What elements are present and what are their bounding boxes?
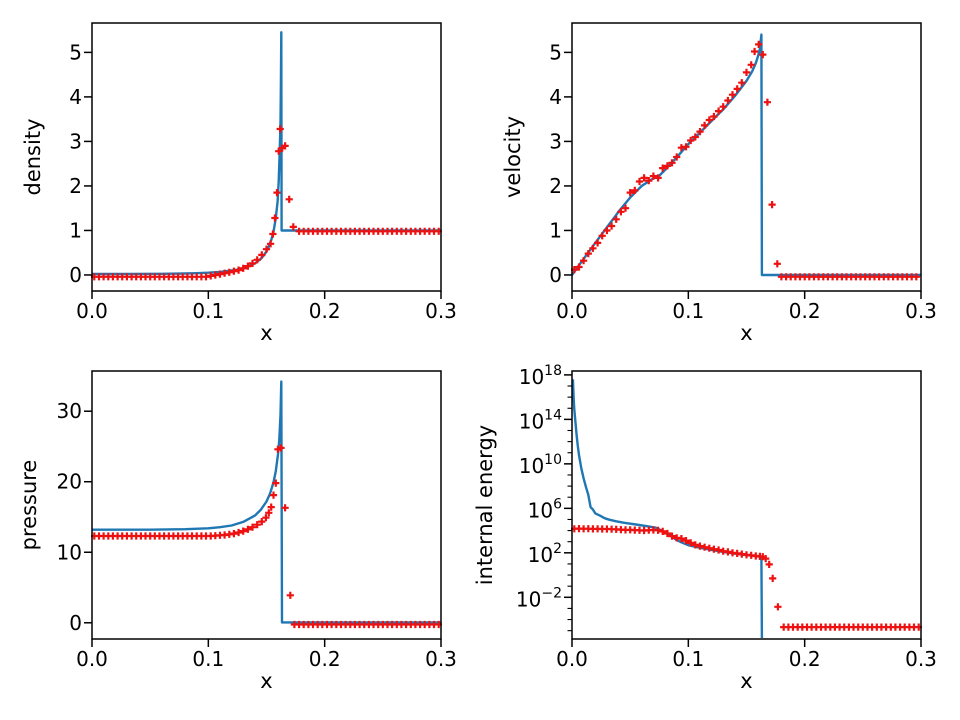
y-tick-label: 106 [528, 496, 562, 522]
x-axis-label: x [260, 669, 272, 693]
x-tick-label: 0.3 [905, 647, 937, 671]
x-tick-label: 0.0 [76, 647, 108, 671]
x-tick-label: 0.1 [672, 299, 704, 323]
panel-velocity: 0.0 0.1 0.2 0.3 0 1 2 3 4 5 x velocity [501, 22, 937, 345]
y-tick-label: 0 [69, 263, 82, 287]
internal-energy-analytic-line [571, 379, 764, 639]
x-tick-label: 0.1 [192, 647, 224, 671]
y-tick-label: 3 [69, 129, 82, 153]
velocity-analytic-line [571, 33, 921, 277]
y-tick-label: 1010 [519, 452, 562, 478]
y-tick-label: 0 [549, 263, 562, 287]
x-tick-label: 0.2 [309, 299, 341, 323]
velocity-simulation-markers [571, 40, 920, 281]
y-tick-label: 20 [57, 470, 82, 494]
x-tick-label: 0.2 [789, 647, 821, 671]
plot-box [91, 22, 442, 292]
y-tick-label: 10 [57, 540, 82, 564]
y-tick-label: 1 [549, 218, 562, 242]
plot-box [571, 370, 922, 640]
x-tick-label: 0.0 [556, 647, 588, 671]
panel-density: 0.0 0.1 0.2 0.3 0 1 2 3 4 5 x density [21, 22, 457, 345]
density-series-group [91, 31, 442, 281]
x-tick-label: 0.0 [556, 299, 588, 323]
pressure-analytic-line [92, 380, 441, 624]
pressure-series-group [91, 380, 442, 629]
y-tick-label: 5 [69, 40, 82, 64]
x-tick-label: 0.2 [309, 647, 341, 671]
y-axis-label: density [21, 119, 45, 196]
panel-pressure: 0.0 0.1 0.2 0.3 0 10 20 30 x pressure [17, 370, 457, 693]
x-tick-label: 0.3 [905, 299, 937, 323]
x-tick-label: 0.3 [425, 647, 457, 671]
y-tick-label: 1018 [519, 363, 562, 389]
y-tick-label: 4 [549, 85, 562, 109]
x-axis-label: x [260, 321, 272, 345]
y-tick-label: 2 [69, 174, 82, 198]
y-tick-label: 2 [549, 174, 562, 198]
internal-energy-plot: 0.0 0.1 0.2 0.3 10−2 102 106 1010 1014 1018 [516, 363, 937, 671]
plot-box [91, 370, 442, 640]
internal-energy-series-group [571, 379, 922, 639]
density-simulation-markers [91, 125, 442, 281]
y-tick-label: 4 [69, 85, 82, 109]
y-tick-label: 30 [57, 399, 82, 423]
x-axis-label: x [740, 669, 752, 693]
panel-internal-energy: 0.0 0.1 0.2 0.3 10−2 102 106 1010 1014 1018 x int… [473, 363, 937, 693]
velocity-plot: 0.0 0.1 0.2 0.3 0 1 2 3 4 5 [549, 22, 937, 323]
density-analytic-line [92, 31, 441, 276]
x-tick-label: 0.1 [192, 299, 224, 323]
pressure-simulation-markers [91, 444, 442, 629]
y-tick-label: 5 [549, 40, 562, 64]
y-tick-label: 102 [528, 541, 562, 567]
x-tick-label: 0.0 [76, 299, 108, 323]
y-axis-label: velocity [501, 116, 525, 198]
x-tick-label: 0.1 [672, 647, 704, 671]
velocity-series-group [571, 33, 921, 281]
x-axis-label: x [740, 321, 752, 345]
internal-energy-simulation-markers [571, 525, 922, 631]
x-tick-label: 0.3 [425, 299, 457, 323]
y-tick-label: 1014 [519, 407, 562, 433]
y-axis-label: internal energy [473, 425, 497, 585]
density-plot: 0.0 0.1 0.2 0.3 0 1 2 3 4 5 [69, 22, 457, 323]
y-tick-label: 10−2 [516, 585, 562, 611]
plot-box [571, 22, 922, 292]
x-tick-label: 0.2 [789, 299, 821, 323]
y-axis-label: pressure [17, 460, 41, 551]
y-tick-label: 0 [69, 611, 82, 635]
pressure-plot: 0.0 0.1 0.2 0.3 0 10 20 30 [57, 370, 457, 671]
y-tick-label: 1 [69, 218, 82, 242]
y-tick-label: 3 [549, 129, 562, 153]
